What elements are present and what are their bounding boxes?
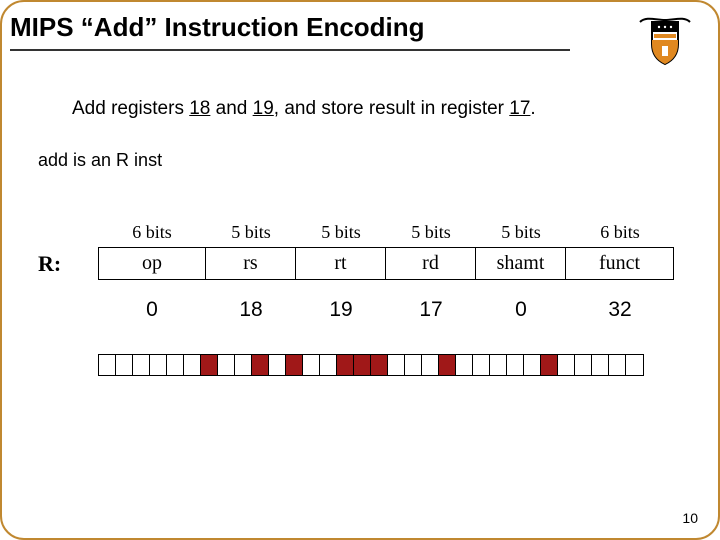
field-value: 19 — [296, 298, 386, 322]
bit-cell — [99, 355, 116, 375]
bit-cell — [167, 355, 184, 375]
desc-rd: 17 — [509, 98, 530, 119]
desc-pre: Add registers — [72, 98, 189, 119]
fields-row: R: oprsrtrdshamtfunct — [38, 247, 688, 280]
page-number: 10 — [682, 510, 698, 526]
bit-cell — [116, 355, 133, 375]
bit-cell — [558, 355, 575, 375]
field-name-cell: op — [98, 247, 206, 280]
bit-cell — [541, 355, 558, 375]
field-value: 17 — [386, 298, 476, 322]
bits-label: 5 bits — [296, 222, 386, 247]
bit-cell — [252, 355, 269, 375]
bit-cell — [626, 355, 643, 375]
bit-cell — [218, 355, 235, 375]
bits-label: 5 bits — [476, 222, 566, 247]
field-name-cell: rt — [296, 247, 386, 280]
bit-cell — [303, 355, 320, 375]
fields-cells: oprsrtrdshamtfunct — [98, 247, 674, 280]
bit-cell — [269, 355, 286, 375]
bits-label: 5 bits — [206, 222, 296, 247]
bit-cell — [456, 355, 473, 375]
slide-frame: MIPS “Add” Instruction Encoding Add regi… — [0, 0, 720, 540]
field-value: 0 — [98, 298, 206, 322]
instruction-description: Add registers 18 and 19, and store resul… — [72, 98, 536, 120]
format-table: 6 bits5 bits5 bits5 bits5 bits6 bits R: … — [38, 222, 688, 322]
bit-cell — [490, 355, 507, 375]
bit-cell — [473, 355, 490, 375]
bits-label: 6 bits — [566, 222, 674, 247]
bits-header-row: 6 bits5 bits5 bits5 bits5 bits6 bits — [98, 222, 688, 247]
field-value: 0 — [476, 298, 566, 322]
title-bar: MIPS “Add” Instruction Encoding — [10, 12, 570, 51]
bit-cell — [422, 355, 439, 375]
bit-cell — [405, 355, 422, 375]
bit-cell — [592, 355, 609, 375]
bit-cell — [609, 355, 626, 375]
desc-end: . — [530, 98, 535, 119]
princeton-shield-icon — [634, 16, 696, 68]
bit-cell — [524, 355, 541, 375]
bit-cell — [371, 355, 388, 375]
bit-cell — [235, 355, 252, 375]
bit-cell — [184, 355, 201, 375]
bit-cell — [354, 355, 371, 375]
bit-cell — [507, 355, 524, 375]
field-name-cell: rs — [206, 247, 296, 280]
field-name-cell: rd — [386, 247, 476, 280]
bits-label: 5 bits — [386, 222, 476, 247]
desc-mid1: and — [210, 98, 252, 119]
bit-cell — [337, 355, 354, 375]
desc-rt: 19 — [253, 98, 274, 119]
desc-mid2: , and store result in register — [274, 98, 510, 119]
bit-cell — [133, 355, 150, 375]
bits-label: 6 bits — [98, 222, 206, 247]
format-label: R: — [38, 247, 98, 280]
bit-cell — [150, 355, 167, 375]
bit-cell — [286, 355, 303, 375]
note-text: add is an R inst — [38, 150, 162, 171]
field-value: 32 — [566, 298, 674, 322]
binary-encoding-strip — [98, 354, 644, 376]
bit-cell — [201, 355, 218, 375]
slide-title: MIPS “Add” Instruction Encoding — [10, 12, 425, 42]
desc-rs: 18 — [189, 98, 210, 119]
bit-cell — [320, 355, 337, 375]
field-value: 18 — [206, 298, 296, 322]
bit-cell — [388, 355, 405, 375]
field-name-cell: funct — [566, 247, 674, 280]
field-name-cell: shamt — [476, 247, 566, 280]
bit-cell — [575, 355, 592, 375]
values-row: 0181917032 — [98, 298, 688, 322]
bit-cell — [439, 355, 456, 375]
